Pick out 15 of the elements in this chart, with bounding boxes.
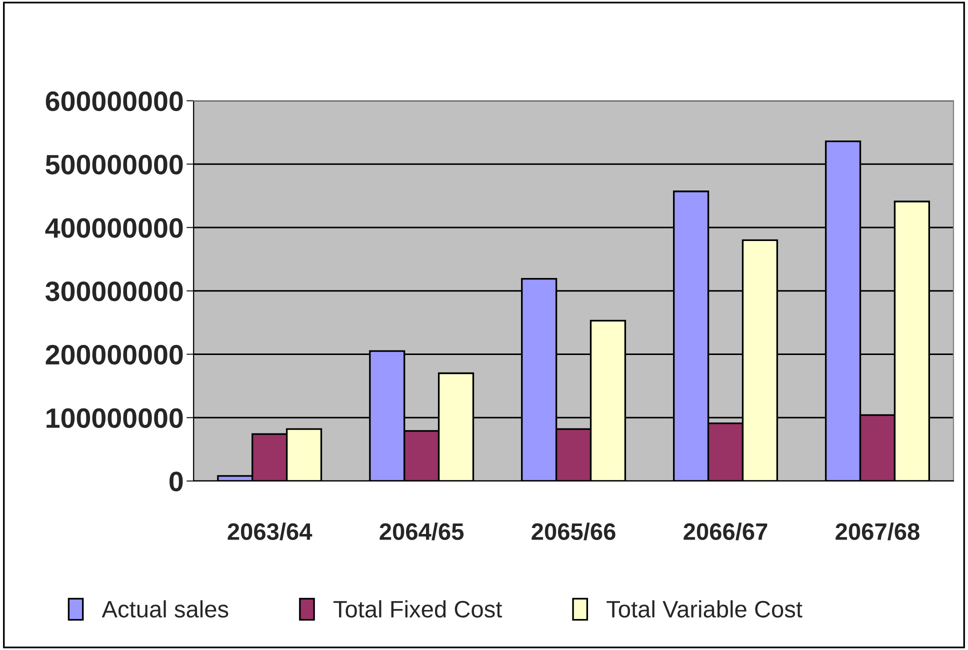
legend-label: Total Fixed Cost	[333, 600, 502, 618]
y-tick-label: 300000000	[45, 282, 183, 302]
y-tick-label: 500000000	[46, 154, 183, 174]
y-tick-label: 100000000	[46, 408, 183, 428]
y-tick-label: 200000000	[46, 344, 183, 365]
x-tick-label: 2067/68	[836, 522, 920, 540]
x-tick-label: 2065/66	[532, 522, 616, 540]
y-tick-label: 0	[170, 472, 183, 492]
y-tick-label: 400000000	[45, 218, 183, 238]
x-tick-label: 2066/67	[684, 522, 768, 540]
legend-label: Total Variable Cost	[606, 600, 802, 618]
legend-label: Actual sales	[102, 600, 228, 618]
x-tick-label: 2064/65	[380, 522, 464, 540]
x-tick-label: 2063/64	[228, 522, 312, 540]
y-tick-label: 600000000	[46, 91, 183, 112]
